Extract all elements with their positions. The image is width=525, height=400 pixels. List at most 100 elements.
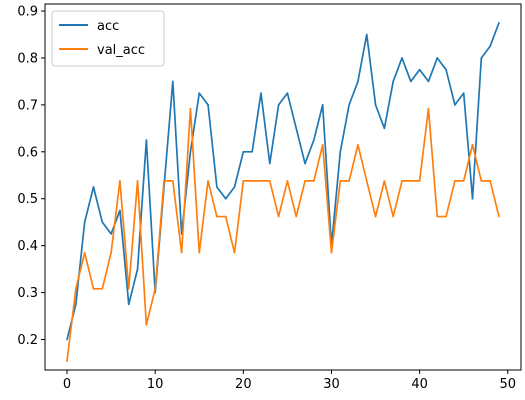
data-point-acc-21 <box>251 151 253 153</box>
data-point-acc-25 <box>286 92 289 94</box>
data-point-acc-3 <box>92 186 95 188</box>
data-point-acc-1 <box>75 303 77 306</box>
data-point-val_acc-48 <box>489 180 491 182</box>
data-point-acc-39 <box>410 80 412 83</box>
data-point-val_acc-6 <box>119 180 121 182</box>
series-val_acc <box>66 107 500 362</box>
data-point-val_acc-49 <box>498 215 500 218</box>
data-point-val_acc-19 <box>233 251 236 254</box>
x-tick-label: 0 <box>63 377 71 392</box>
data-point-acc-18 <box>224 197 227 200</box>
data-point-val_acc-1 <box>75 288 77 290</box>
data-point-acc-41 <box>427 80 430 83</box>
data-point-val_acc-16 <box>207 180 209 182</box>
data-point-acc-12 <box>172 80 174 83</box>
data-point-acc-49 <box>498 21 500 24</box>
data-point-val_acc-23 <box>268 180 271 182</box>
y-tick-label: 0.7 <box>17 98 38 113</box>
series-layer <box>66 21 500 362</box>
data-point-acc-45 <box>462 92 465 94</box>
data-point-acc-46 <box>471 197 474 200</box>
x-tick-label: 10 <box>147 377 164 392</box>
data-point-val_acc-11 <box>163 180 165 182</box>
data-point-acc-35 <box>374 104 377 106</box>
data-point-val_acc-26 <box>295 215 298 218</box>
data-point-val_acc-42 <box>436 215 439 218</box>
data-point-acc-28 <box>313 139 315 141</box>
data-point-acc-7 <box>127 303 130 306</box>
data-point-acc-4 <box>101 221 104 223</box>
data-point-acc-44 <box>454 104 456 106</box>
data-point-acc-16 <box>207 104 209 106</box>
data-point-val_acc-24 <box>277 215 280 218</box>
data-point-val_acc-9 <box>145 324 148 326</box>
data-point-val_acc-40 <box>418 180 421 182</box>
data-point-val_acc-8 <box>136 180 139 182</box>
data-point-acc-0 <box>66 338 68 341</box>
data-point-val_acc-15 <box>198 251 201 254</box>
y-tick-label: 0.4 <box>17 239 38 254</box>
data-point-val_acc-46 <box>471 143 474 146</box>
data-point-val_acc-36 <box>383 180 386 182</box>
x-tick-label: 20 <box>235 377 252 392</box>
data-point-acc-29 <box>321 104 324 106</box>
data-point-val_acc-10 <box>154 288 156 290</box>
data-point-acc-2 <box>83 221 86 223</box>
data-point-acc-22 <box>260 92 262 94</box>
data-point-acc-32 <box>348 104 350 106</box>
data-point-val_acc-41 <box>427 107 430 110</box>
data-point-val_acc-43 <box>445 215 447 218</box>
data-point-acc-8 <box>136 268 139 270</box>
data-point-acc-9 <box>145 139 148 141</box>
data-point-acc-31 <box>339 151 342 153</box>
y-tick-label: 0.8 <box>17 51 38 66</box>
y-tick-label: 0.5 <box>17 192 38 207</box>
data-point-val_acc-38 <box>401 180 403 182</box>
data-point-acc-33 <box>357 80 359 83</box>
series-line-val_acc <box>66 107 500 362</box>
x-tick-label: 40 <box>411 377 428 392</box>
y-tick-label: 0.3 <box>17 286 38 301</box>
legend: acc val_acc <box>51 10 165 67</box>
data-point-acc-14 <box>189 151 192 153</box>
data-point-val_acc-31 <box>339 180 342 182</box>
data-point-val_acc-22 <box>260 180 262 182</box>
data-point-acc-15 <box>198 92 201 94</box>
data-point-val_acc-45 <box>462 180 465 182</box>
data-point-val_acc-29 <box>321 143 324 146</box>
data-point-val_acc-18 <box>224 215 227 218</box>
legend-label-acc: acc <box>97 19 119 34</box>
data-point-val_acc-39 <box>410 180 412 182</box>
series-acc <box>66 21 500 341</box>
data-point-acc-34 <box>365 33 368 36</box>
data-point-acc-40 <box>418 68 421 71</box>
data-point-val_acc-14 <box>189 107 192 110</box>
data-point-val_acc-0 <box>66 360 68 362</box>
data-point-val_acc-20 <box>242 180 245 182</box>
plot-frame <box>44 3 522 371</box>
data-point-val_acc-2 <box>83 251 86 254</box>
data-point-acc-43 <box>445 68 447 71</box>
data-point-acc-42 <box>436 57 439 59</box>
data-point-val_acc-4 <box>101 288 104 290</box>
data-point-acc-47 <box>480 57 483 59</box>
data-point-val_acc-34 <box>365 180 368 182</box>
y-axis: 0.2 0.3 0.4 0.5 0.6 0.7 0.8 0.9 <box>17 5 45 348</box>
data-point-acc-6 <box>119 209 121 212</box>
data-point-val_acc-32 <box>348 180 350 182</box>
data-point-val_acc-28 <box>313 180 315 182</box>
data-point-acc-19 <box>233 186 236 188</box>
data-point-val_acc-37 <box>392 215 394 218</box>
data-point-val_acc-47 <box>480 180 483 182</box>
data-point-acc-5 <box>110 233 112 235</box>
y-tick-label: 0.6 <box>17 145 38 160</box>
data-point-val_acc-3 <box>92 288 95 290</box>
data-point-val_acc-27 <box>304 180 306 182</box>
data-point-acc-24 <box>277 104 280 106</box>
data-point-val_acc-17 <box>216 215 218 218</box>
x-axis: 0 10 20 30 40 50 <box>63 370 516 392</box>
data-point-acc-36 <box>383 127 386 130</box>
data-point-acc-38 <box>401 57 403 59</box>
data-point-val_acc-44 <box>454 180 456 182</box>
